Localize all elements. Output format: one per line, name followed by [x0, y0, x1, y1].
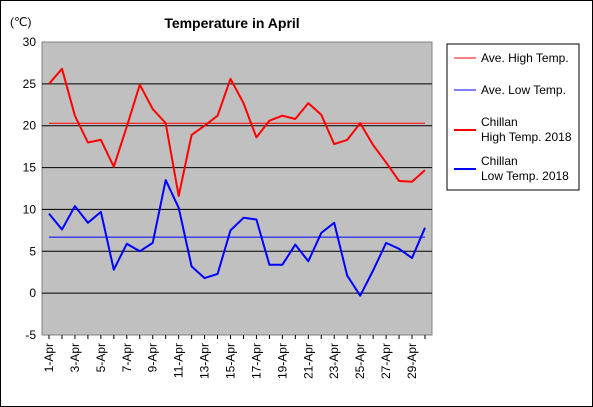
x-tick-label: 7-Apr: [120, 343, 134, 372]
y-tick-label: 25: [23, 77, 37, 91]
legend-label: Low Temp. 2018: [481, 169, 569, 183]
legend-label: Chillan: [481, 115, 518, 129]
x-tick-label: 21-Apr: [301, 343, 315, 379]
legend-label: Ave. High Temp.: [481, 51, 569, 65]
chart-title: Temperature in April: [164, 15, 299, 31]
y-tick-label: 15: [23, 161, 37, 175]
x-tick-label: 9-Apr: [146, 343, 160, 372]
legend-label: High Temp. 2018: [481, 130, 572, 144]
series-line-3: [48, 179, 426, 297]
x-tick-label: 15-Apr: [224, 343, 238, 379]
x-tick-label: 19-Apr: [275, 343, 289, 379]
x-tick-label: 27-Apr: [379, 343, 393, 379]
x-tick-label: 17-Apr: [249, 343, 263, 379]
legend-label: Ave. Low Temp.: [481, 83, 566, 97]
legend-box: [446, 43, 580, 191]
y-tick-label: 0: [29, 286, 36, 300]
y-tick-label: 10: [23, 202, 37, 216]
y-tick-label: 30: [23, 35, 37, 49]
y-tick-label: -5: [25, 328, 36, 342]
x-tick-label: 5-Apr: [94, 343, 108, 372]
legend-label: Chillan: [481, 154, 518, 168]
x-tick-label: 11-Apr: [172, 343, 186, 378]
x-tick-label: 29-Apr: [405, 343, 419, 379]
y-tick-label: 5: [29, 244, 36, 258]
x-tick-label: 23-Apr: [327, 343, 341, 379]
series-line-2: [48, 67, 426, 197]
plot-area: [41, 41, 433, 336]
x-tick-label: 3-Apr: [68, 343, 82, 372]
x-tick-label: 25-Apr: [353, 343, 367, 379]
x-tick-label: 13-Apr: [198, 343, 212, 379]
x-tick-label: 1-Apr: [42, 343, 56, 372]
y-unit-label: (℃): [10, 15, 31, 29]
y-tick-label: 20: [23, 119, 37, 133]
